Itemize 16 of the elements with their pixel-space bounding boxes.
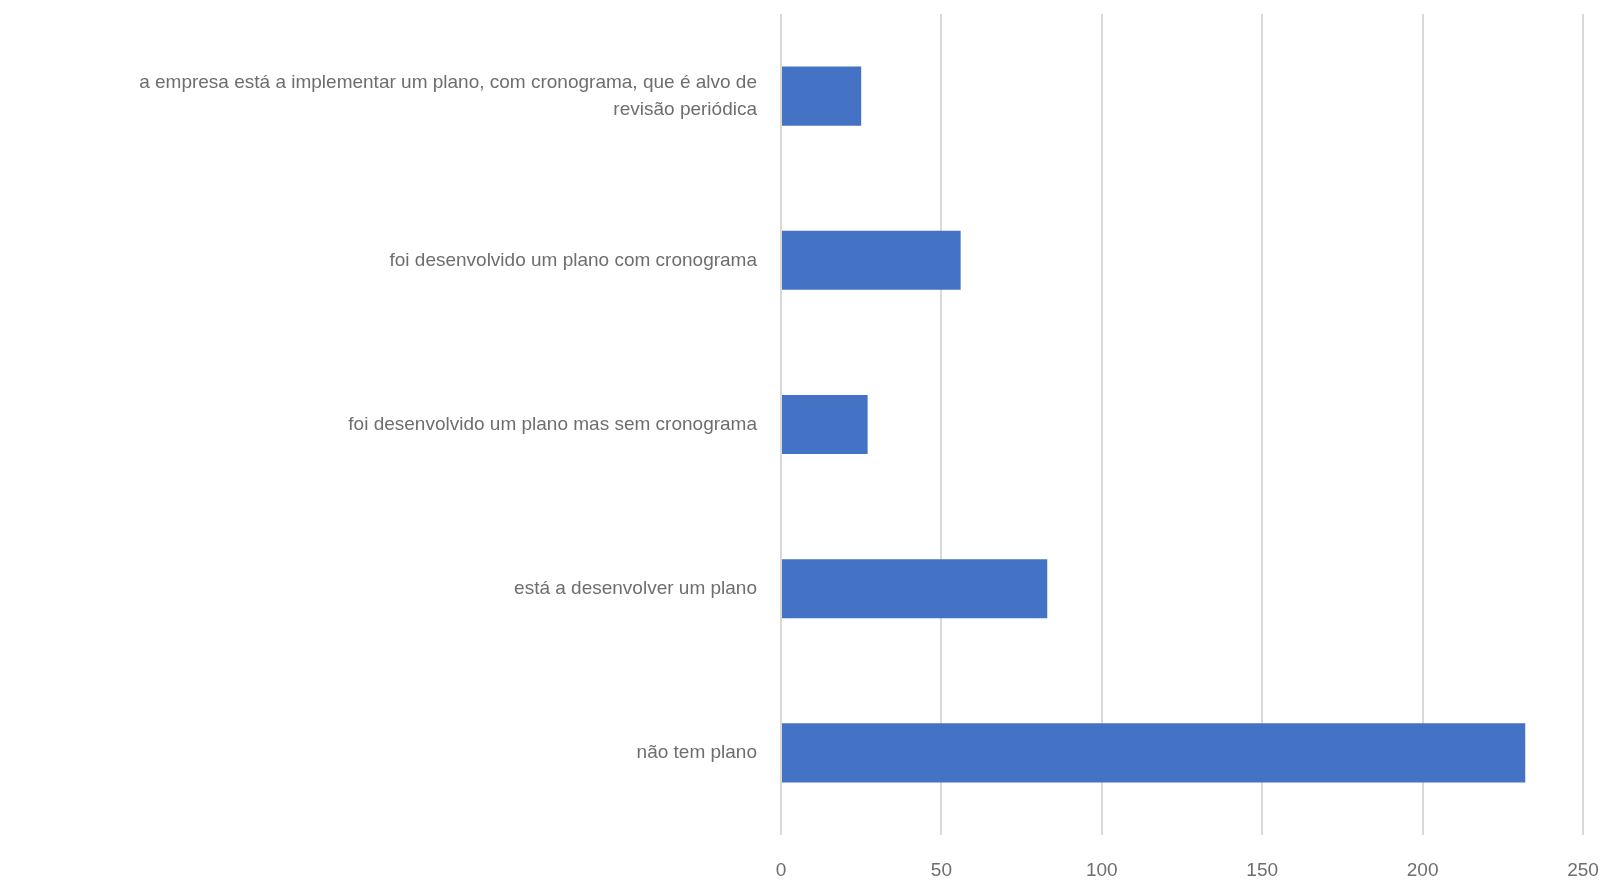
y-tick-label: foi desenvolvido um plano mas sem cronograma (348, 412, 758, 434)
y-tick-label: foi desenvolvido um plano com cronograma (389, 248, 758, 270)
x-tick-label: 100 (1085, 858, 1118, 880)
y-tick-label: não tem plano (636, 741, 757, 763)
x-tick-label: 0 (775, 858, 787, 880)
y-tick-label: a empresa está a implementar um plano, com cronograma, que é alvo de revisão periódica (139, 71, 758, 119)
x-tick-label: 50 (930, 858, 952, 880)
bar (782, 230, 961, 290)
x-tick-label: 250 (1567, 858, 1599, 880)
bar (782, 723, 1526, 783)
y-tick-label: está a desenvolver um plano (514, 576, 757, 598)
x-tick-label: 150 (1246, 858, 1279, 880)
bar (782, 66, 862, 126)
x-tick-label: 200 (1406, 858, 1439, 880)
bar (782, 394, 868, 455)
bar (782, 559, 1048, 619)
